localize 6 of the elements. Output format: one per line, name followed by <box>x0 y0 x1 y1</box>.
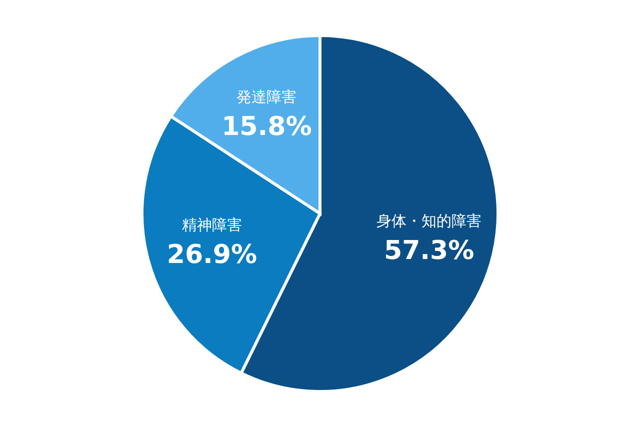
slice-label: 発達障害 <box>236 88 297 106</box>
data-label: 15.8% <box>222 112 312 142</box>
slice-label: 身体・知的障害 <box>376 212 482 230</box>
data-label: 57.3% <box>384 236 474 266</box>
data-label: 26.9% <box>166 240 258 270</box>
slice-label: 精神障害 <box>182 216 242 234</box>
